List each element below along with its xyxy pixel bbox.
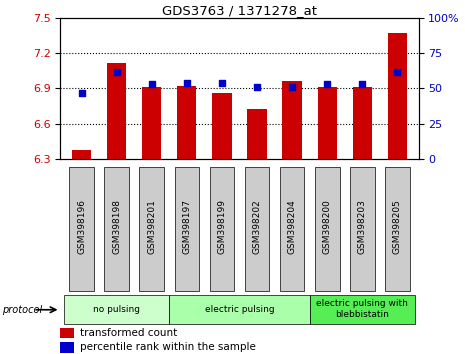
Point xyxy=(253,84,261,90)
FancyBboxPatch shape xyxy=(280,167,305,291)
Text: no pulsing: no pulsing xyxy=(93,304,140,314)
Text: transformed count: transformed count xyxy=(80,328,178,338)
Bar xyxy=(177,86,197,159)
Point xyxy=(359,81,366,87)
Bar xyxy=(72,150,91,159)
FancyBboxPatch shape xyxy=(315,167,339,291)
Text: GSM398201: GSM398201 xyxy=(147,199,156,254)
Point xyxy=(394,69,401,74)
Bar xyxy=(247,109,267,159)
Point xyxy=(324,81,331,87)
FancyBboxPatch shape xyxy=(69,167,94,291)
FancyBboxPatch shape xyxy=(310,295,415,324)
Bar xyxy=(212,93,232,159)
Bar xyxy=(60,328,74,338)
Text: GSM398197: GSM398197 xyxy=(182,199,191,254)
Text: GSM398204: GSM398204 xyxy=(288,199,297,254)
Bar xyxy=(388,33,407,159)
Bar xyxy=(318,87,337,159)
Text: GSM398198: GSM398198 xyxy=(112,199,121,254)
FancyBboxPatch shape xyxy=(104,167,129,291)
Title: GDS3763 / 1371278_at: GDS3763 / 1371278_at xyxy=(162,4,317,17)
Bar xyxy=(282,81,302,159)
Text: GSM398200: GSM398200 xyxy=(323,199,332,254)
Point xyxy=(183,80,191,86)
Text: percentile rank within the sample: percentile rank within the sample xyxy=(80,342,256,352)
Text: GSM398196: GSM398196 xyxy=(77,199,86,254)
Point xyxy=(148,81,155,87)
Point xyxy=(218,80,226,86)
FancyBboxPatch shape xyxy=(174,167,199,291)
FancyBboxPatch shape xyxy=(350,167,375,291)
Text: GSM398199: GSM398199 xyxy=(218,199,226,254)
Point xyxy=(78,90,85,96)
Text: electric pulsing: electric pulsing xyxy=(205,304,274,314)
Point xyxy=(113,69,120,74)
Bar xyxy=(352,87,372,159)
Text: protocol: protocol xyxy=(2,305,43,315)
Text: GSM398202: GSM398202 xyxy=(252,199,261,254)
Point xyxy=(288,84,296,90)
Text: electric pulsing with
blebbistatin: electric pulsing with blebbistatin xyxy=(316,299,408,319)
Text: GSM398205: GSM398205 xyxy=(393,199,402,254)
FancyBboxPatch shape xyxy=(245,167,269,291)
Bar xyxy=(107,63,126,159)
Bar xyxy=(142,87,161,159)
FancyBboxPatch shape xyxy=(64,295,169,324)
FancyBboxPatch shape xyxy=(385,167,410,291)
Bar xyxy=(60,342,74,353)
FancyBboxPatch shape xyxy=(140,167,164,291)
FancyBboxPatch shape xyxy=(169,295,310,324)
Text: GSM398203: GSM398203 xyxy=(358,199,367,254)
FancyBboxPatch shape xyxy=(210,167,234,291)
